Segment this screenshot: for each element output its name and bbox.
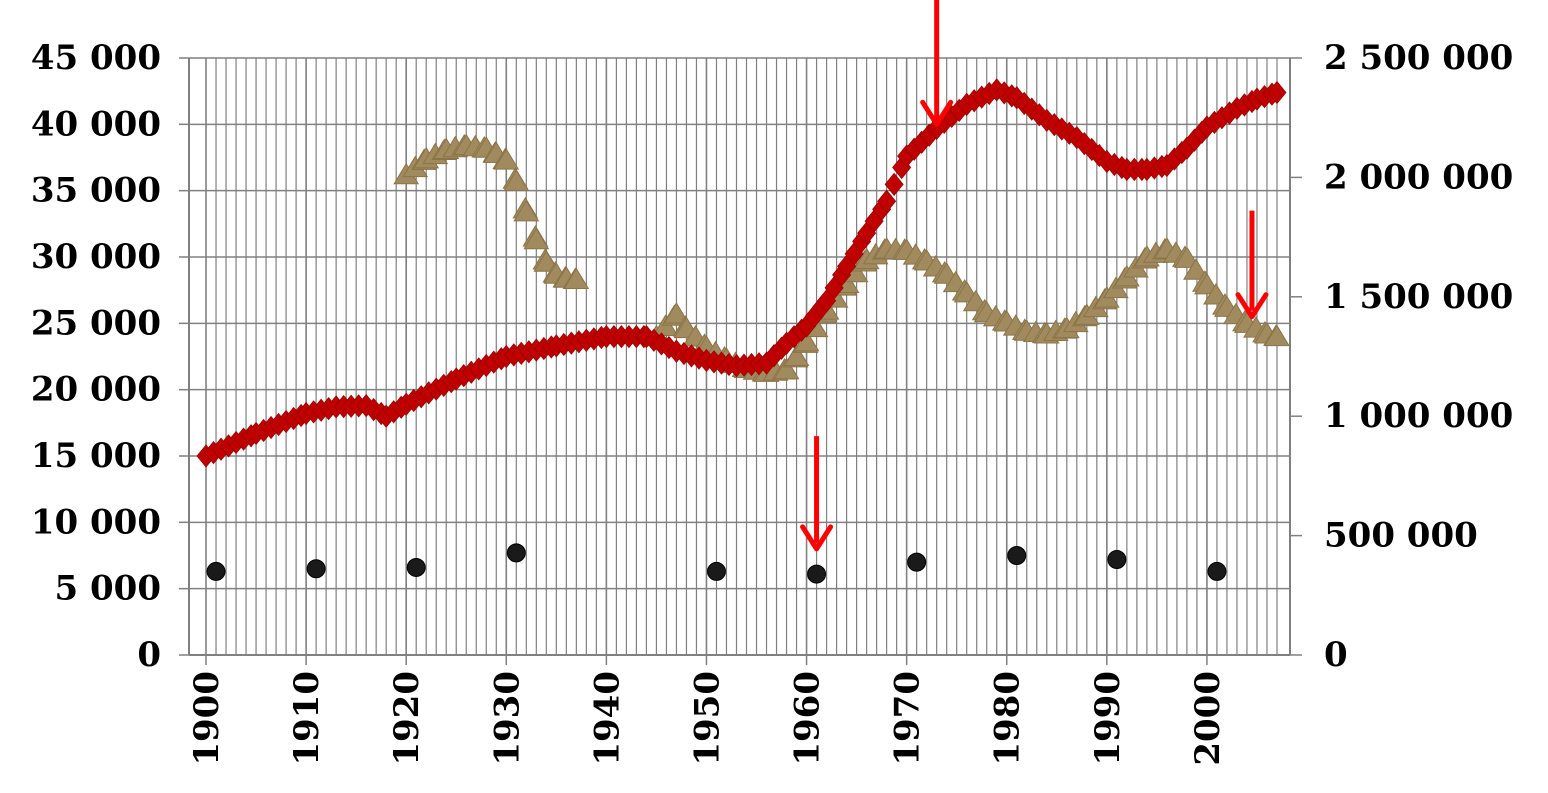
triangle-marker [1264, 324, 1290, 347]
triangle-marker [663, 302, 690, 324]
triangle-marker [773, 357, 800, 380]
gridlines [189, 57, 1290, 656]
triangle-marker [513, 199, 540, 222]
y-tick-label: 15 000 [31, 436, 161, 476]
x-tick-label: 1970 [888, 671, 928, 766]
dot-marker [1207, 561, 1227, 581]
y-tick-label: 40 000 [31, 104, 161, 144]
x-tick-label: 1980 [988, 671, 1028, 766]
tick-labels: 0 5 000 10 000 15 000 20 000 25 000 30 000 35 0… [31, 38, 1513, 766]
triangle-marker [1183, 258, 1209, 280]
x-tick-label: 1940 [587, 671, 627, 766]
arrow-head [800, 524, 834, 552]
triangle-marker [503, 169, 530, 191]
y-tick-label: 30 000 [31, 237, 161, 277]
dot-marker [506, 543, 526, 563]
triangle-marker [563, 267, 590, 290]
dot-marker [907, 552, 927, 572]
dot-marker [406, 557, 426, 577]
y2-tick-label: 2 000 000 [1324, 157, 1513, 197]
data-series [196, 78, 1290, 584]
x-tick-label: 1990 [1088, 671, 1128, 766]
x-tick-label: 2000 [1188, 671, 1228, 766]
annotation-arrows [800, 0, 1269, 552]
triangle-marker [1174, 246, 1200, 268]
y-tick-label: 20 000 [31, 370, 161, 410]
y-tick-label: 35 000 [31, 171, 161, 211]
y2-tick-label: 1 500 000 [1324, 277, 1513, 317]
y-tick-label: 5 000 [55, 569, 161, 609]
x-tick-label: 1950 [687, 671, 727, 766]
triangle-marker [793, 329, 820, 352]
y-tick-label: 10 000 [31, 502, 161, 542]
y2-tick-label: 500 000 [1324, 516, 1478, 556]
dot-marker [1007, 546, 1027, 565]
y2-tick-label: 1 000 000 [1324, 396, 1513, 436]
y-tick-label: 0 [137, 635, 161, 675]
x-tick-label: 1900 [187, 671, 227, 766]
x-tick-label: 1920 [387, 671, 427, 766]
dot-marker [706, 561, 726, 581]
x-tick-label: 1960 [788, 671, 828, 766]
y2-tick-label: 2 500 000 [1324, 38, 1513, 78]
arrow-head [1235, 292, 1269, 320]
diamond-marker [877, 189, 897, 213]
arrow-head [920, 99, 954, 127]
triangle-marker [493, 148, 520, 170]
diamond-marker [884, 172, 904, 196]
dot-marker [306, 559, 326, 579]
x-tick-label: 1930 [487, 671, 527, 766]
axes [179, 57, 1302, 665]
diamond-marker [1267, 80, 1287, 105]
triangle-marker [783, 344, 810, 366]
dot-marker [1107, 549, 1127, 569]
y-tick-label: 45 000 [31, 38, 161, 78]
triangle-marker [523, 227, 550, 250]
y-tick-label: 25 000 [31, 303, 161, 343]
x-tick-label: 1910 [287, 671, 327, 766]
dot-marker [807, 564, 827, 584]
y2-tick-label: 0 [1324, 635, 1348, 675]
dot-marker [206, 561, 226, 581]
